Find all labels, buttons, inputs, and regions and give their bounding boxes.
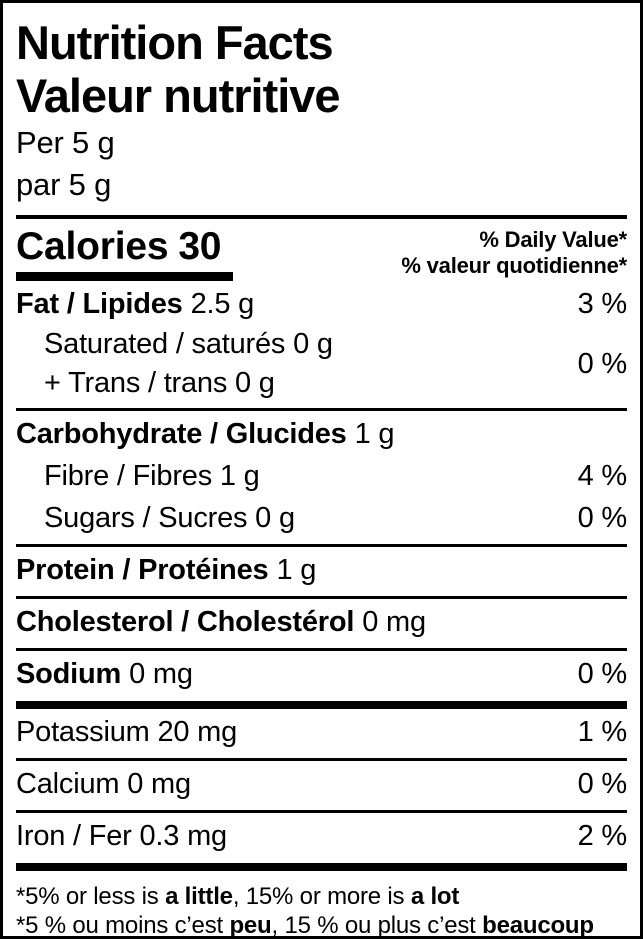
calories-label: Calories: [16, 225, 169, 268]
daily-value-header: % Daily Value* % valeur quotidienne*: [401, 224, 627, 279]
sugars-percent: 0 %: [577, 502, 628, 534]
sugars-text: Sugars / Sucres 0 g: [44, 502, 295, 534]
saturated-trans-percent: 0 %: [577, 348, 628, 380]
row-iron: Iron / Fer 0.3 mg 2 %: [16, 815, 627, 857]
calories-underline-bar: [16, 272, 233, 281]
section-bar-minerals: [16, 701, 627, 709]
divider: [16, 648, 627, 651]
row-saturated-trans: Saturated / saturés 0 g + Trans / trans …: [16, 325, 627, 403]
protein-label: Protein / Protéines: [16, 554, 269, 586]
fibre-text: Fibre / Fibres 1 g: [44, 460, 260, 492]
divider: [16, 596, 627, 599]
daily-value-header-fr: % valeur quotidienne*: [401, 253, 627, 278]
divider: [16, 544, 627, 547]
cholesterol-amount: 0 mg: [362, 606, 426, 638]
row-fibre: Fibre / Fibres 1 g 4 %: [16, 455, 627, 497]
carbohydrate-amount: 1 g: [354, 418, 395, 450]
divider: [16, 758, 627, 761]
footnote-en-part2: , 15% or more is: [232, 883, 411, 910]
calcium-percent: 0 %: [577, 768, 628, 800]
iron-text: Iron / Fer 0.3 mg: [16, 820, 227, 852]
row-sodium: Sodium 0 mg 0 %: [16, 653, 627, 695]
sodium-label: Sodium: [16, 658, 122, 690]
section-bar-footnote: [16, 863, 627, 871]
calories-text: Calories 30: [16, 224, 233, 270]
trans-text: + Trans / trans 0 g: [44, 367, 275, 399]
carbohydrate-label: Carbohydrate / Glucides: [16, 418, 347, 450]
header-divider: [16, 215, 627, 219]
divider: [16, 408, 627, 411]
sodium-text: Sodium 0 mg: [16, 653, 193, 695]
serving-size-en: Per 5 g: [16, 125, 115, 160]
fat-text: Fat / Lipides 2.5 g: [16, 283, 254, 325]
footnote-fr: *5 % ou moins c’est peu, 15 % ou plus c’…: [16, 911, 627, 939]
saturated-trans-lines: Saturated / saturés 0 g + Trans / trans …: [16, 325, 333, 403]
row-sugars: Sugars / Sucres 0 g 0 %: [16, 497, 627, 539]
serving-size-fr: par 5 g: [16, 167, 112, 202]
saturated-text: Saturated / saturés 0 g: [44, 328, 333, 360]
calcium-text: Calcium 0 mg: [16, 768, 191, 800]
fibre-percent: 4 %: [577, 460, 628, 492]
calories-block: Calories 30: [16, 224, 233, 281]
potassium-text: Potassium 20 mg: [16, 716, 238, 748]
row-fat: Fat / Lipides 2.5 g 3 %: [16, 283, 627, 325]
footnote-en: *5% or less is a little, 15% or more is …: [16, 883, 627, 911]
calories-value: 30: [178, 225, 222, 268]
title-fr: Valeur nutritive: [16, 69, 341, 122]
fat-label: Fat / Lipides: [16, 288, 183, 320]
protein-amount: 1 g: [276, 554, 317, 586]
carbohydrate-text: Carbohydrate / Glucides 1 g: [16, 413, 395, 455]
row-cholesterol: Cholesterol / Cholestérol 0 mg: [16, 601, 627, 643]
footnote-fr-part1: *5 % ou moins c’est: [16, 912, 230, 939]
row-protein: Protein / Protéines 1 g: [16, 549, 627, 591]
divider: [16, 810, 627, 813]
footnote-en-part1: *5% or less is: [16, 883, 166, 910]
daily-value-header-en: % Daily Value*: [479, 227, 627, 252]
cholesterol-text: Cholesterol / Cholestérol 0 mg: [16, 601, 426, 643]
footnote-fr-bold2: beaucoup: [482, 912, 594, 939]
protein-text: Protein / Protéines 1 g: [16, 549, 316, 591]
row-potassium: Potassium 20 mg 1 %: [16, 711, 627, 753]
row-calcium: Calcium 0 mg 0 %: [16, 763, 627, 805]
footnote-en-bold2: a lot: [410, 883, 460, 910]
sodium-amount: 0 mg: [129, 658, 193, 690]
sodium-percent: 0 %: [577, 658, 628, 690]
footnote-en-bold1: a little: [165, 883, 233, 910]
fat-amount: 2.5 g: [190, 288, 255, 320]
cholesterol-label: Cholesterol / Cholestérol: [16, 606, 355, 638]
potassium-percent: 1 %: [577, 716, 628, 748]
footnote-fr-bold1: peu: [229, 912, 272, 939]
title-en: Nutrition Facts: [16, 16, 334, 69]
iron-percent: 2 %: [577, 820, 628, 852]
row-carbohydrate: Carbohydrate / Glucides 1 g: [16, 413, 627, 455]
fat-percent: 3 %: [577, 288, 628, 320]
footnote-fr-part2: , 15 % ou plus c’est: [271, 912, 483, 939]
calories-section: Calories 30 % Daily Value* % valeur quoti…: [16, 224, 627, 281]
